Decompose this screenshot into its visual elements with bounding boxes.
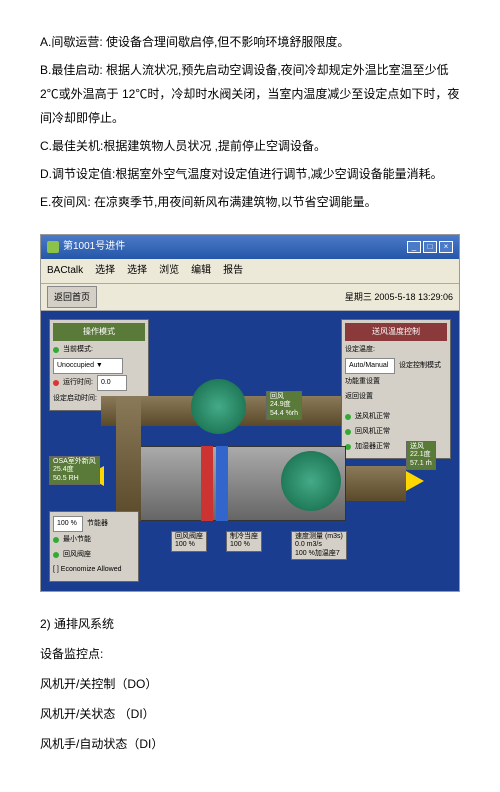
section-2-sub: 设备监控点: — [40, 642, 460, 666]
supply-fan — [281, 451, 341, 511]
line-fan-do: 风机开/关控制（DO） — [40, 672, 460, 696]
window-titlebar: 第1001号进件 _ □ × — [41, 235, 459, 259]
hvac-screenshot: 第1001号进件 _ □ × BACtalk 选择 选择 浏览 编辑 报告 返回… — [40, 234, 460, 592]
line-fan-di-auto: 风机手/自动状态（DI） — [40, 732, 460, 756]
toolbar: 返回首页 星期三 2005-5-18 13:29:06 — [41, 284, 459, 311]
economizer-panel: 100 % 节能器 最小节能 回风阀座 [ ] Economize Allowed — [49, 511, 139, 582]
app-icon — [47, 241, 59, 253]
menubar: BACtalk 选择 选择 浏览 编辑 报告 — [41, 259, 459, 284]
return-air-temp: 24.9度 — [270, 401, 298, 409]
mode-dropdown[interactable]: Unoccupied ▼ — [53, 358, 123, 374]
fanspeed-title: 送风温度控制 — [345, 323, 447, 341]
econ-pct: 100 % — [53, 516, 83, 532]
flow-title: 速度测量 (m3s) — [295, 533, 343, 541]
damper-title: 回风阀座 — [175, 533, 203, 541]
status-dot-green-icon — [53, 347, 59, 353]
menu-browse[interactable]: 浏览 — [159, 261, 179, 281]
mode-current-label: 当前模式: — [63, 343, 93, 357]
vertical-duct — [116, 396, 141, 521]
menu-select2[interactable]: 选择 — [127, 261, 147, 281]
minimize-button[interactable]: _ — [407, 241, 421, 253]
status-dot-icon — [53, 552, 59, 558]
return-air-humid: 54.4 %rh — [270, 410, 298, 418]
supply-duct — [346, 466, 406, 501]
arrow-out-icon — [406, 471, 424, 491]
menu-edit[interactable]: 编辑 — [191, 261, 211, 281]
cooling-val: 100 % — [230, 541, 258, 549]
hvac-diagram: 操作模式 当前模式: Unoccupied ▼ 运行时间: 0.0 设定启动时间… — [41, 311, 459, 591]
menu-bactalk[interactable]: BACtalk — [47, 261, 83, 281]
supply-air-label: 送风 22.1度 57.1 rh — [406, 441, 436, 470]
fanspeed-auto[interactable]: Auto/Manual — [345, 358, 395, 374]
fanspeed-panel: 送风温度控制 设定温度: Auto/Manual 设定控制模式 功能重设置 返回设… — [341, 319, 451, 459]
econ-allowed: [ ] Economize Allowed — [53, 563, 121, 577]
paragraph-c: C.最佳关机:根据建筑物人员状况 ,提前停止空调设备。 — [40, 134, 460, 158]
close-button[interactable]: × — [439, 241, 453, 253]
mode-start-label: 设定启动时间: — [53, 392, 97, 406]
flow-val: 0.0 m3/s — [295, 541, 343, 549]
home-button[interactable]: 返回首页 — [47, 286, 97, 308]
section-2-heading: 2) 通排风系统 — [40, 612, 460, 636]
cooling-title: 制冷当座 — [230, 533, 258, 541]
fanspeed-setpoint: 设定温度: — [345, 343, 375, 357]
window-title: 第1001号进件 — [63, 237, 125, 257]
supply-humid: 57.1 rh — [410, 460, 432, 468]
paragraph-e: E.夜间风: 在凉爽季节,用夜间新风布满建筑物,以节省空调能量。 — [40, 190, 460, 214]
menu-select1[interactable]: 选择 — [95, 261, 115, 281]
paragraph-a: A.间歇运营: 使设备合理间歇启停,但不影响环境舒服限度。 — [40, 30, 460, 54]
status-dot-icon — [345, 429, 351, 435]
fanspeed-override[interactable]: 功能重设置 — [345, 375, 380, 389]
status-dot-icon — [53, 537, 59, 543]
cooling-coil — [216, 446, 228, 521]
econ-label: 节能器 — [87, 517, 108, 531]
osa-temp: 25.4度 — [53, 466, 96, 474]
econ-min: 最小节能 — [63, 533, 91, 547]
maximize-button[interactable]: □ — [423, 241, 437, 253]
line-fan-di-status: 风机开/关状态 （DI） — [40, 702, 460, 726]
cooling-panel: 制冷当座 100 % — [226, 531, 262, 552]
fan1-status: 送风机正常 — [355, 410, 390, 424]
mode-runtime-label: 运行时间: — [63, 376, 93, 390]
status-dot-icon — [345, 414, 351, 420]
osa-label: OSA室外新风 25.4度 50.5 RH — [49, 456, 100, 485]
paragraph-d: D.调节设定值:根据室外空气温度对设定值进行调节,减少空调设备能量消耗。 — [40, 162, 460, 186]
osa-humid: 50.5 RH — [53, 475, 96, 483]
fan2-status: 回风机正常 — [355, 425, 390, 439]
flow-heat: 100 %加温座7 — [295, 550, 343, 558]
return-air-label: 回风 24.9度 54.4 %rh — [266, 391, 302, 420]
supply-temp: 22.1度 — [410, 451, 432, 459]
econ-damper: 回风阀座 — [63, 548, 91, 562]
paragraph-b: B.最佳启动: 根据人流状况,预先启动空调设备,夜间冷却规定外温比室温至少低 2… — [40, 58, 460, 130]
fanspeed-return[interactable]: 返回设置 — [345, 390, 373, 404]
mode-panel-title: 操作模式 — [53, 323, 145, 341]
timestamp: 星期三 2005-5-18 13:29:06 — [345, 288, 453, 306]
humid-status: 加湿器正常 — [355, 440, 390, 454]
damper-panel: 回风阀座 100 % — [171, 531, 207, 552]
status-dot-red-icon — [53, 380, 59, 386]
damper-val: 100 % — [175, 541, 203, 549]
heating-coil — [201, 446, 213, 521]
flow-panel: 速度测量 (m3s) 0.0 m3/s 100 %加温座7 — [291, 531, 347, 560]
fanspeed-auto-label: 设定控制模式 — [399, 359, 441, 373]
return-fan — [191, 379, 246, 434]
menu-report[interactable]: 报告 — [223, 261, 243, 281]
mode-runtime-val: 0.0 — [97, 375, 127, 391]
